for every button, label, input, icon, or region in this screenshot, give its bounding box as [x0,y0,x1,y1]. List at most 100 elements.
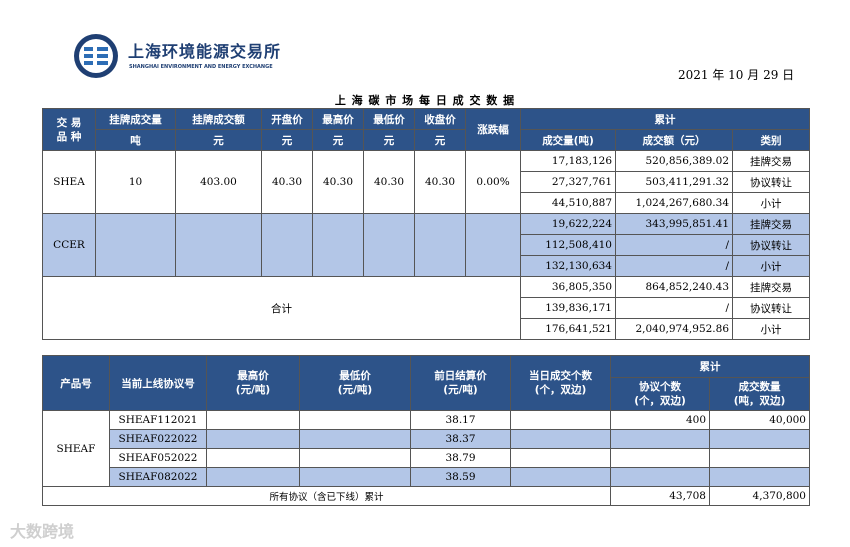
col-change: 涨跌幅 [465,108,521,151]
shea-cum-volume: 27,327,761 [520,171,616,193]
all-contracts-total-label: 所有协议（含已下线）累计 [42,486,611,506]
contract-low [299,429,411,449]
col-high-price: 最高价 (元/吨) [206,355,300,411]
ccer-cum-volume: 132,130,634 [520,255,616,277]
contract-id: SHEAF022022 [109,429,207,449]
shea-cum-volume: 44,510,887 [520,192,616,214]
total-cum-amount: / [615,297,733,319]
contract-high [206,448,300,468]
table-row: SHEA 10 403.00 40.30 40.30 40.30 40.30 0… [42,150,811,214]
contract-today [510,410,611,430]
ccer-cum-amount: / [615,255,733,277]
table-row: SHEAF082022 38.59 [43,467,810,487]
contract-today [510,429,611,449]
contract-agreements [610,467,710,487]
table-row: 44,510,887 1,024,267,680.34 小计 [43,192,811,214]
col-open: 开盘价 [261,108,313,130]
contract-today [510,467,611,487]
contract-agreements [610,429,710,449]
shea-cum-volume: 17,183,126 [520,150,616,172]
ccer-high [312,213,364,277]
ccer-cum-amount: / [615,234,733,256]
total-cum-volume: 139,836,171 [520,297,616,319]
shea-cum-amount: 1,024,267,680.34 [615,192,733,214]
contract-today [510,448,611,468]
ccer-listed-amount [175,213,262,277]
product-sheaf: SHEAF [42,410,110,487]
table-row: 所有协议（含已下线）累计 43,708 4,370,800 [42,486,810,506]
contract-agreements [610,448,710,468]
all-contracts-total-agreements: 43,708 [610,486,710,506]
table-row: CCER 19,622,224 343,995,851.41 挂牌交易 [42,213,811,277]
contract-id: SHEAF082022 [109,467,207,487]
exchange-logo-icon [74,34,118,78]
col-listed-volume: 挂牌成交量 [95,108,176,130]
col-today-count: 当日成交个数 (个，双边) [510,355,611,411]
table-row: 合计 36,805,350 864,852,240.43 挂牌交易 [42,276,811,340]
contract-low [299,410,411,430]
shea-listed-amount: 403.00 [175,150,262,214]
org-name-en: SHANGHAI ENVIRONMENT AND ENERGY EXCHANGE [129,64,273,70]
total-label: 合计 [42,276,521,340]
col-listed-amount: 挂牌成交额 [175,108,262,130]
shea-low: 40.30 [363,150,415,214]
total-cum-type: 小计 [731,318,811,340]
shea-cum-type: 挂牌交易 [731,150,811,172]
col-prev-settle: 前日结算价 (元/吨) [410,355,511,411]
total-cum-type: 协议转让 [731,297,811,319]
unit-close: 元 [414,129,466,151]
unit-listed-amount: 元 [175,129,262,151]
ccer-cum-type: 挂牌交易 [731,213,811,235]
unit-low: 元 [363,129,415,151]
col-agreement-count: 协议个数 (个，双边) [610,377,710,411]
col-cumulative: 累计 [519,108,811,130]
table-row: 176,641,521 2,040,974,952.86 小计 [43,318,811,340]
contract-id: SHEAF112021 [109,410,207,430]
total-cum-type: 挂牌交易 [731,276,811,298]
contract-agreements: 400 [610,410,710,430]
col-product: 交 易 品 种 [42,108,96,151]
contract-settle: 38.79 [410,448,511,468]
ccer-cum-volume: 19,622,224 [520,213,616,235]
contract-low [299,448,411,468]
total-cum-amount: 864,852,240.43 [615,276,733,298]
shea-cum-type: 协议转让 [731,171,811,193]
ccer-open [261,213,313,277]
total-cum-amount: 2,040,974,952.86 [615,318,733,340]
col-cumulative: 累计 [610,355,810,378]
product-ccer: CCER [42,213,96,277]
shea-change: 0.00% [465,150,521,214]
contract-low [299,467,411,487]
report-title: 上 海 碳 市 场 每 日 成 交 数 据 [334,94,516,107]
contract-settle: 38.37 [410,429,511,449]
shea-cum-amount: 520,856,389.02 [615,150,733,172]
ccer-cum-amount: 343,995,851.41 [615,213,733,235]
total-cum-volume: 36,805,350 [520,276,616,298]
col-deal-qty: 成交数量 (吨，双边) [709,377,810,411]
ccer-cum-volume: 112,508,410 [520,234,616,256]
col-close: 收盘价 [414,108,466,130]
total-cum-volume: 176,641,521 [520,318,616,340]
col-current-contract: 当前上线协议号 [109,355,207,411]
shea-high: 40.30 [312,150,364,214]
contract-qty [709,448,810,468]
contract-id: SHEAF052022 [109,448,207,468]
col-cum-type: 类别 [731,129,811,151]
ccer-close [414,213,466,277]
report-date: 2021 年 10 月 29 日 [678,68,795,82]
daily-trading-table: 交 易 品 种 挂牌成交量 挂牌成交额 开盘价 最高价 最低价 收盘价 涨跌幅 … [42,108,811,340]
contract-high [206,410,300,430]
col-product-no: 产品号 [42,355,110,411]
ccer-low [363,213,415,277]
contract-qty [709,467,810,487]
forward-contract-table: 产品号 当前上线协议号 最高价 (元/吨) 最低价 (元/吨) 前日结算价 (元… [42,355,810,506]
shea-listed-volume: 10 [95,150,176,214]
all-contracts-total-qty: 4,370,800 [709,486,810,506]
col-low-price: 最低价 (元/吨) [299,355,411,411]
col-low: 最低价 [363,108,415,130]
table-row: SHEAF022022 38.37 [43,429,810,449]
col-cum-volume: 成交量(吨) [520,129,616,151]
contract-settle: 38.17 [410,410,511,430]
ccer-change [465,213,521,277]
col-high: 最高价 [312,108,364,130]
